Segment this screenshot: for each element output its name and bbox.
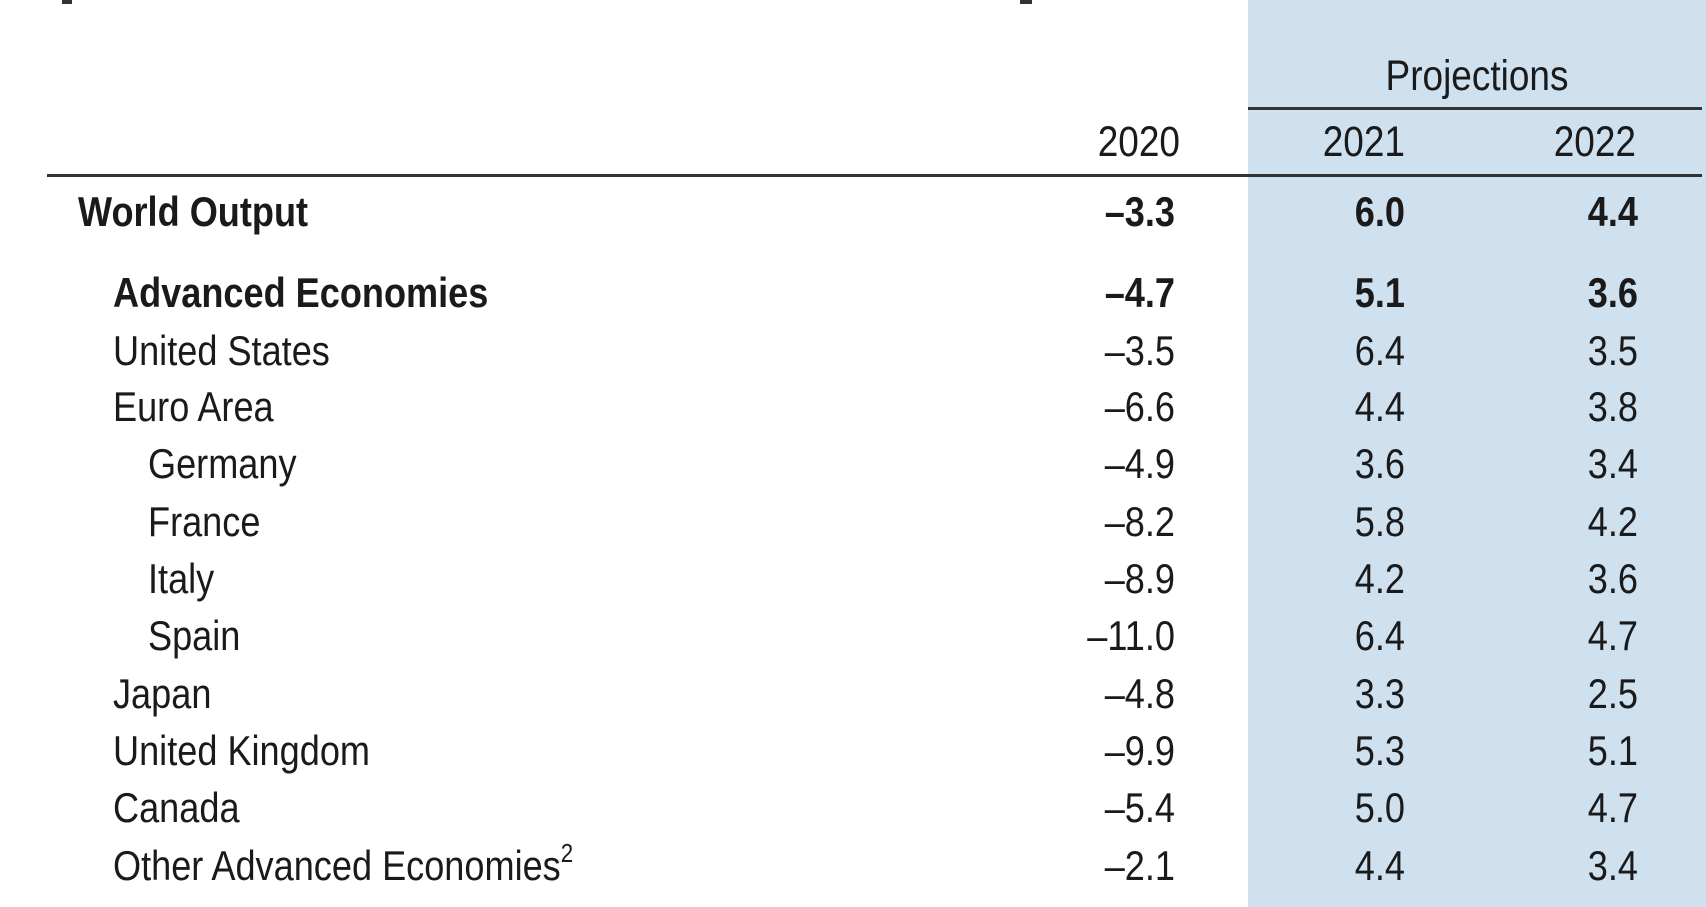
value-cell-2021: 3.3: [1354, 670, 1405, 717]
value-cell-2020: –4.8: [1104, 670, 1175, 717]
value-cell-2022: 3.6: [1587, 555, 1638, 602]
value-cell-2021: 5.1: [1354, 269, 1405, 316]
value-cell-2020: –3.3: [1104, 188, 1175, 235]
header-rule: [47, 174, 1702, 177]
table-row: Japan –4.8 3.3 2.5: [0, 667, 1706, 721]
value-cell-2022: 4.7: [1587, 784, 1638, 831]
value-cell-2022: 4.4: [1587, 188, 1638, 235]
value-cell-2021: 3.6: [1354, 440, 1405, 487]
value-cell-2020: –6.6: [1104, 383, 1175, 430]
value-cell-2021: 4.4: [1354, 383, 1405, 430]
value-cell-2022: 5.1: [1587, 727, 1638, 774]
year-header-2022: 2022: [1553, 118, 1636, 166]
value-cell-2020: –4.7: [1104, 269, 1175, 316]
value-cell-2020: –2.1: [1104, 842, 1175, 889]
year-header-2020: 2020: [1097, 118, 1180, 166]
projections-shade: [1248, 0, 1706, 907]
table-row: World Output –3.3 6.0 4.4: [0, 185, 1706, 239]
row-label: World Output: [78, 188, 309, 235]
row-label: Germany: [148, 440, 297, 487]
row-label: United States: [113, 327, 330, 374]
value-cell-2021: 4.2: [1354, 555, 1405, 602]
value-cell-2022: 2.5: [1587, 670, 1638, 717]
value-cell-2022: 4.2: [1587, 498, 1638, 545]
row-label: France: [148, 498, 261, 545]
value-cell-2020: –9.9: [1104, 727, 1175, 774]
value-cell-2020: –11.0: [1087, 612, 1175, 659]
row-label: United Kingdom: [113, 727, 371, 774]
value-cell-2021: 6.4: [1354, 327, 1405, 374]
row-label: Italy: [148, 555, 215, 602]
value-cell-2022: 3.4: [1587, 842, 1638, 889]
row-label: Japan: [113, 670, 212, 717]
value-cell-2020: –8.2: [1104, 498, 1175, 545]
projections-rule: [1248, 107, 1702, 110]
table-row: Other Advanced Economies2 –2.1 4.4 3.4: [0, 839, 1706, 893]
top-rule-fragments: [0, 0, 1706, 4]
row-label: Spain: [148, 612, 241, 659]
projections-label: Projections: [1385, 52, 1569, 100]
value-cell-2021: 5.3: [1354, 727, 1405, 774]
year-header-2021: 2021: [1322, 118, 1405, 166]
value-cell-2021: 6.0: [1354, 188, 1405, 235]
row-label: Advanced Economies: [113, 269, 489, 316]
value-cell-2022: 3.6: [1587, 269, 1638, 316]
value-cell-2020: –3.5: [1104, 327, 1175, 374]
value-cell-2021: 6.4: [1354, 612, 1405, 659]
row-label: Other Advanced Economies2: [113, 838, 574, 889]
table-row: Spain –11.0 6.4 4.7: [0, 609, 1706, 663]
table-row: United States –3.5 6.4 3.5: [0, 324, 1706, 378]
value-cell-2020: –5.4: [1104, 784, 1175, 831]
table-row: Italy –8.9 4.2 3.6: [0, 552, 1706, 606]
value-cell-2020: –8.9: [1104, 555, 1175, 602]
value-cell-2021: 5.0: [1354, 784, 1405, 831]
value-cell-2022: 3.8: [1587, 383, 1638, 430]
value-cell-2022: 3.5: [1587, 327, 1638, 374]
row-label: Canada: [113, 784, 240, 831]
value-cell-2020: –4.9: [1104, 440, 1175, 487]
table-row: France –8.2 5.8 4.2: [0, 495, 1706, 549]
table-row: Canada –5.4 5.0 4.7: [0, 781, 1706, 835]
value-cell-2021: 5.8: [1354, 498, 1405, 545]
table-row: Euro Area –6.6 4.4 3.8: [0, 380, 1706, 434]
table-row: Advanced Economies –4.7 5.1 3.6: [0, 266, 1706, 320]
value-cell-2022: 4.7: [1587, 612, 1638, 659]
row-label: Euro Area: [113, 383, 274, 430]
table-row: United Kingdom –9.9 5.3 5.1: [0, 724, 1706, 778]
value-cell-2021: 4.4: [1354, 842, 1405, 889]
table-row: Germany –4.9 3.6 3.4: [0, 437, 1706, 491]
footnote-marker: 2: [560, 838, 574, 868]
value-cell-2022: 3.4: [1587, 440, 1638, 487]
